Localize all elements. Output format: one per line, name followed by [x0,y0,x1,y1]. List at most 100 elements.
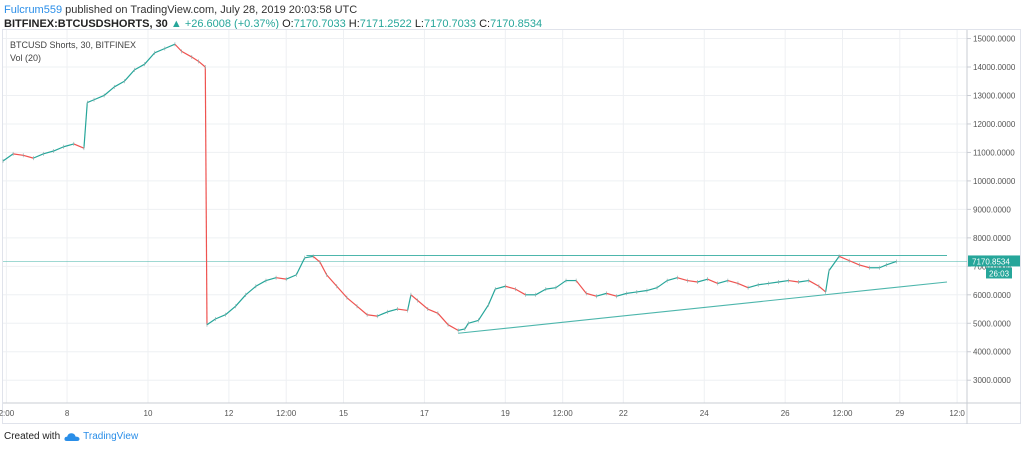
last-price-tag [968,255,1020,267]
price-segment [825,270,830,293]
x-tick-label: 10 [144,409,153,418]
x-tick-label: 19 [501,409,510,418]
price-segment [778,279,789,283]
y-tick-label: 12000.0000 [973,120,1016,129]
price-segment [326,274,338,287]
price-segment [83,102,88,149]
price-segment [768,281,779,285]
price-segment [818,285,827,293]
price-segment [727,279,739,284]
price-segment [319,261,328,276]
x-tick-label: 15 [339,409,348,418]
price-segment [667,277,678,282]
price-segment [687,279,698,283]
chart-header: Fulcrum559 published on TradingView.com,… [4,3,542,31]
price-segment [406,294,412,311]
y-tick-label: 4000.0000 [973,348,1011,357]
change-arrow-icon: ▲ [170,18,182,30]
price-segment [93,94,105,101]
footer: Created with TradingView [4,431,138,442]
x-tick-label: 12:00 [553,409,574,418]
price-segment [616,292,627,297]
price-segment [535,288,547,296]
price-segment [879,264,887,269]
y-tick-label: 5000.0000 [973,319,1011,328]
price-segment [586,292,597,297]
low-value: 7170.7033 [424,18,476,30]
x-tick-label: 12 [224,409,233,418]
price-segment [376,311,388,317]
price-segment [43,150,54,155]
price-segment [206,318,216,326]
price-segment [410,294,419,301]
price-segment [367,314,378,317]
price-segment [63,143,74,148]
price-segment [87,99,95,104]
price-segment [235,294,247,307]
price-segment [397,308,408,312]
price-segment [677,277,688,282]
price-segment [255,280,267,287]
price-segment [387,308,398,313]
price-segment [626,291,637,294]
price-segment [53,146,64,152]
price-segment [215,314,226,320]
price-segment [144,52,156,65]
chart-title: BTCUSD Shorts, 30, BITFINEX [10,40,137,50]
open-label: O: [282,18,294,30]
price-segment [225,305,237,316]
price-segment [2,153,14,162]
change-value: +26.6008 (+0.37%) [184,18,279,30]
x-tick-label: 26 [781,409,790,418]
publish-info: published on TradingView.com, July 28, 2… [62,4,358,16]
price-segment [555,280,567,289]
price-segment [505,285,516,290]
price-segment [134,63,145,71]
created-with-label: Created with [4,431,61,442]
y-tick-label: 14000.0000 [973,63,1016,72]
price-segment [464,322,469,330]
x-tick-label: 8 [65,409,70,418]
high-value: 7171.2522 [359,18,412,30]
price-segment [123,69,135,82]
price-segment [295,257,306,276]
price-segment [265,277,277,282]
price-segment [707,278,718,284]
price-segment [181,50,193,58]
price-segment [788,279,799,283]
author-link[interactable]: Fulcrum559 [4,4,63,16]
price-segment [545,287,556,290]
high-label: H: [348,18,360,30]
price-segment [437,312,449,326]
price-segment [204,67,208,325]
price-segment [636,289,648,293]
price-segment [336,285,348,299]
x-tick-label: 24 [700,409,709,418]
price-segment [495,285,506,290]
price-segment [33,153,44,159]
price-segment [828,256,840,271]
price-segment [758,282,769,286]
price-segment [468,319,479,324]
low-label: L: [414,18,424,30]
price-segment [859,264,870,269]
price-segment [575,280,587,294]
tradingview-link[interactable]: TradingView [83,431,139,442]
price-segment [798,279,809,283]
open-value: 7170.7033 [293,18,346,30]
price-segment [697,278,708,283]
chart-frame[interactable] [2,29,1021,424]
price-segment [174,43,183,52]
x-tick-label: 2:00 [0,409,15,418]
x-tick-label: 17 [420,409,429,418]
price-segment [487,288,496,306]
price-segment [737,282,749,289]
price-segment [164,43,176,50]
price-segment [73,143,85,149]
x-tick-label: 12:0 [949,409,965,418]
chart-legend: BTCUSD Shorts, 30, BITFINEX Vol (20) [10,39,136,65]
price-segment [515,288,526,296]
price-segment [747,284,759,289]
y-tick-label: 8000.0000 [973,234,1011,243]
